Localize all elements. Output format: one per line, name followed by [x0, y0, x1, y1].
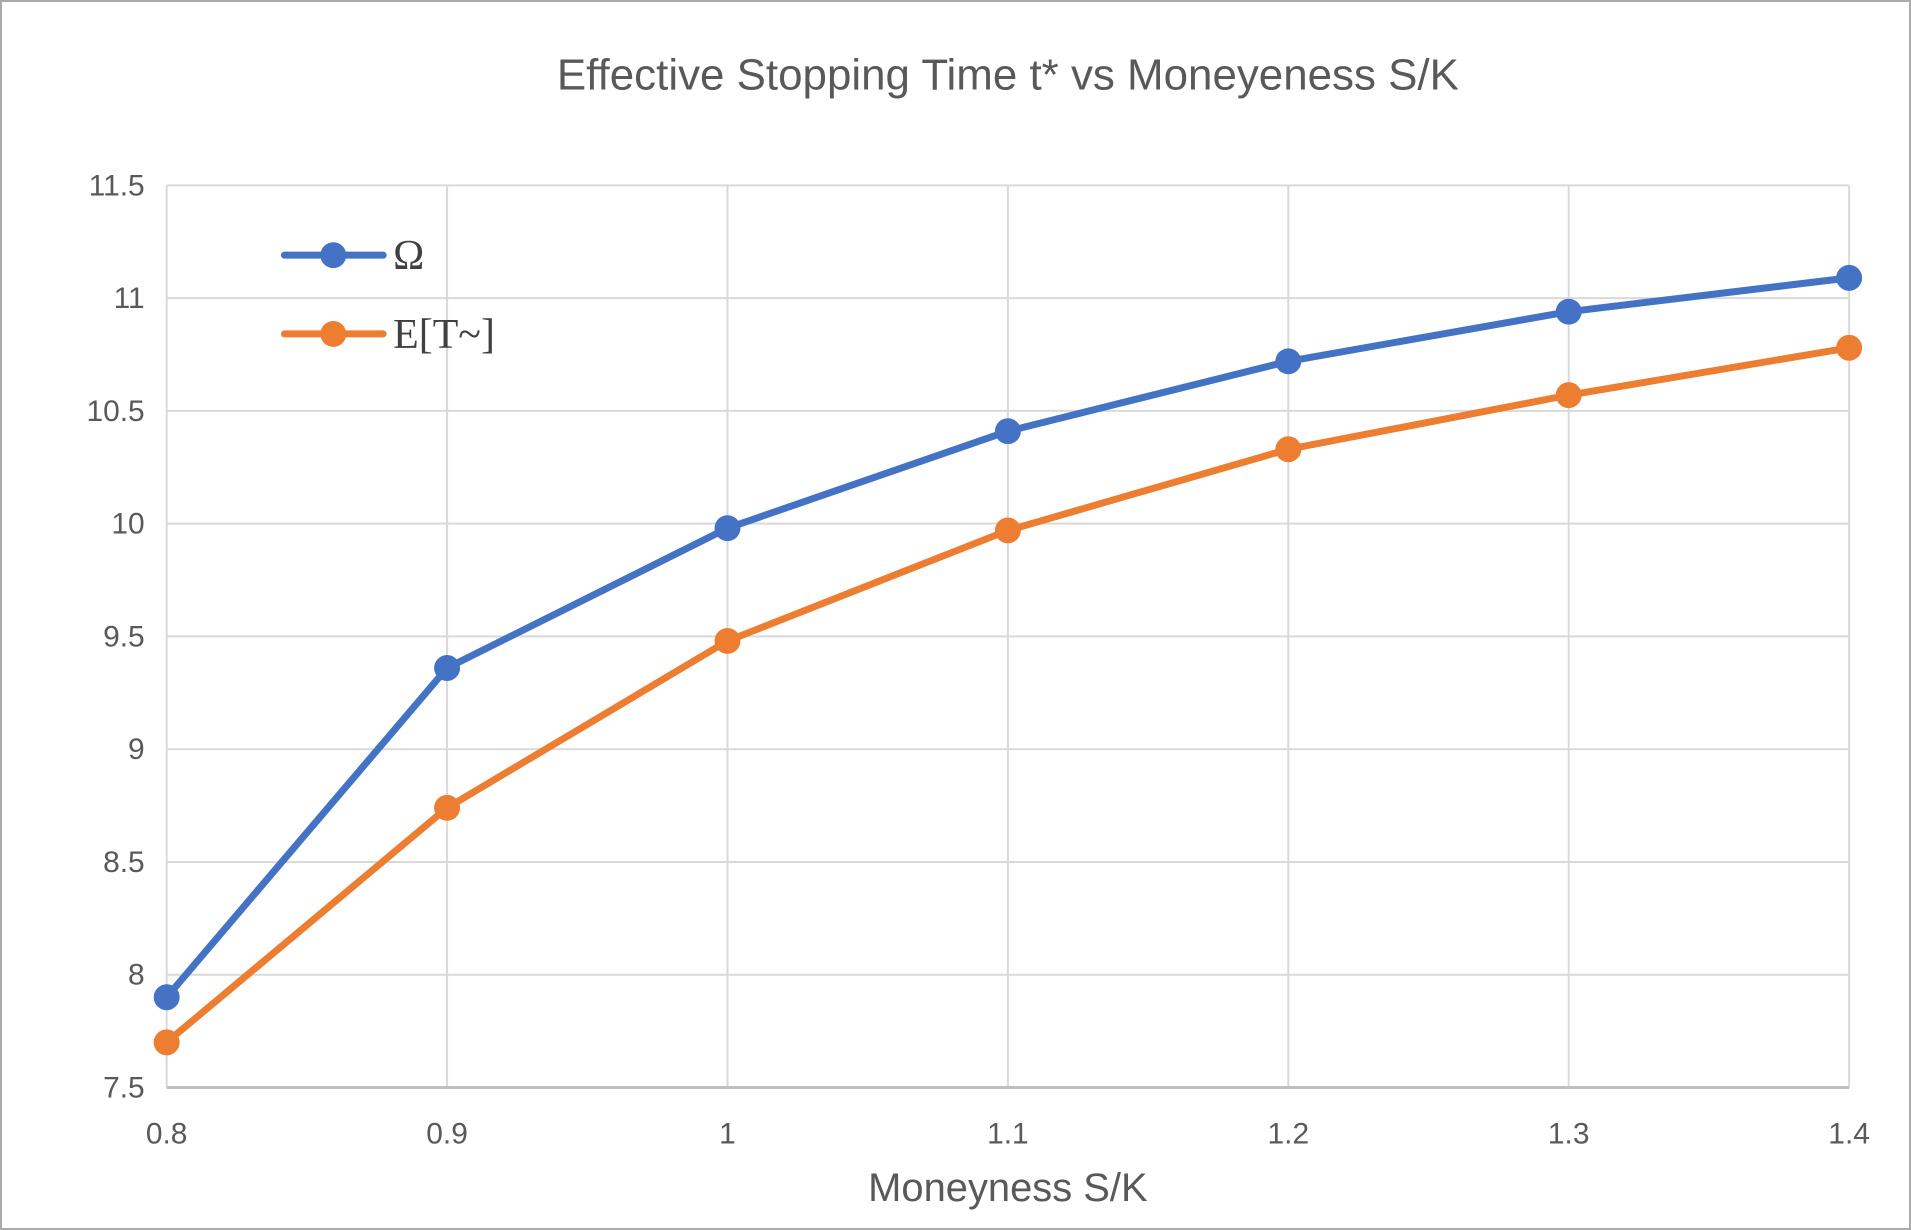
data-point-marker [714, 515, 741, 542]
data-point-marker [1836, 334, 1863, 361]
legend-marker-icon [320, 242, 347, 269]
legend-label-omega: Ω [393, 233, 424, 279]
x-tick-label: 1 [719, 1117, 736, 1150]
y-tick-label: 9.5 [103, 620, 145, 653]
data-point-marker [434, 655, 461, 681]
legend-item-omega: Ω [280, 233, 424, 279]
legend: Ω E[T~] [280, 233, 495, 358]
y-tick-label: 10 [111, 508, 144, 541]
x-tick-label: 0.8 [146, 1117, 188, 1150]
x-tick-label: 1.2 [1268, 1117, 1310, 1150]
data-point-marker [714, 627, 741, 654]
y-axis-tick-labels: 7.5 8 8.5 9 9.5 10 10.5 11 11.5 [86, 169, 144, 1104]
legend-marker-icon [320, 320, 347, 347]
y-tick-label: 9 [128, 733, 145, 766]
y-tick-label: 11.5 [89, 169, 145, 202]
data-point-marker [1275, 436, 1302, 463]
chart-title: Effective Stopping Time t* vs Moneyeness… [557, 51, 1459, 100]
data-point-marker [1836, 264, 1863, 291]
data-point-marker [994, 517, 1021, 544]
x-tick-label: 1.1 [987, 1117, 1029, 1150]
y-tick-label: 8.5 [103, 846, 145, 879]
x-tick-label: 1.4 [1828, 1117, 1870, 1150]
legend-item-expected-t: E[T~] [280, 312, 495, 358]
y-tick-label: 11 [114, 282, 145, 315]
y-tick-label: 8 [128, 959, 145, 992]
data-point-marker [1555, 382, 1582, 409]
y-tick-label: 7.5 [103, 1071, 145, 1104]
data-point-marker [434, 794, 461, 821]
x-axis-tick-labels: 0.8 0.9 1 1.1 1.2 1.3 1.4 [146, 1117, 1870, 1150]
data-point-marker [994, 418, 1021, 445]
x-axis-title: Moneyness S/K [868, 1166, 1148, 1210]
legend-label-expected-t: E[T~] [393, 312, 495, 358]
data-point-marker [1555, 298, 1582, 325]
data-point-marker [153, 1029, 180, 1056]
x-tick-label: 0.9 [426, 1117, 468, 1150]
y-tick-label: 10.5 [86, 395, 144, 428]
x-tick-label: 1.3 [1548, 1117, 1590, 1150]
data-point-marker [153, 984, 180, 1011]
data-series-layer [153, 264, 1863, 1056]
data-point-marker [1275, 348, 1302, 375]
